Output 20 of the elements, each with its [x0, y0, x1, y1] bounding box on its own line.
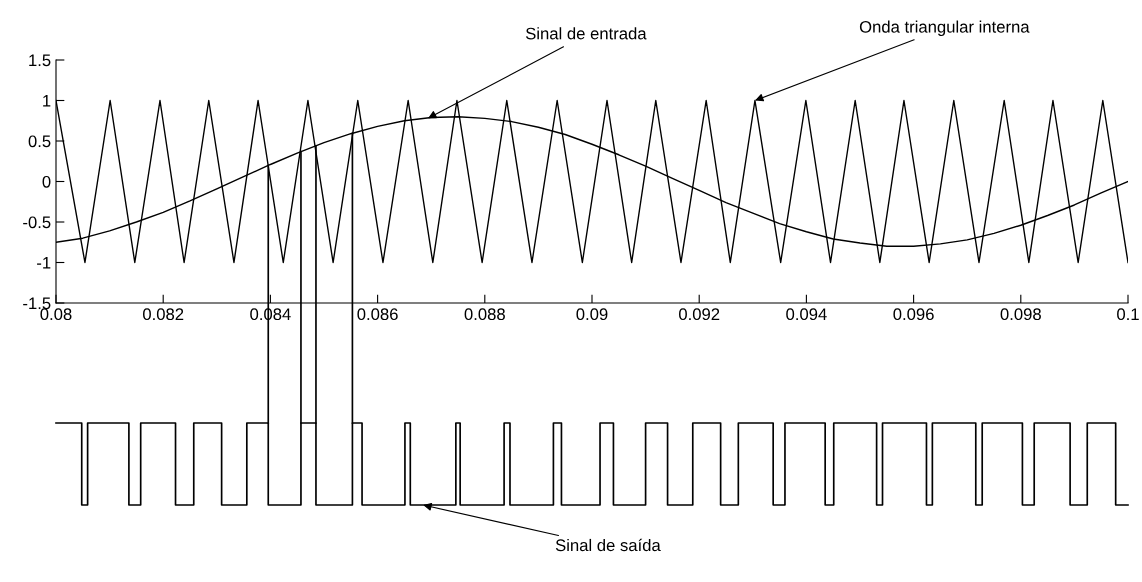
- y-tick-label: -0.5: [23, 216, 51, 229]
- x-tick-label: 0.08: [40, 308, 72, 321]
- y-tick-label: 1.5: [29, 54, 51, 67]
- x-tick-label: 0.094: [786, 308, 827, 321]
- x-tick-label: 0.086: [357, 308, 398, 321]
- x-tick-label: 0.082: [143, 308, 184, 321]
- x-tick-label: 0.092: [679, 308, 720, 321]
- x-tick-label: 0.088: [464, 308, 505, 321]
- annotation: Sinal de saída: [555, 538, 661, 552]
- x-tick-label: 0.098: [1000, 308, 1041, 321]
- y-tick-label: -1.5: [23, 297, 51, 310]
- annotation: Onda triangular interna: [859, 20, 1030, 37]
- y-tick-label: -1: [37, 257, 51, 269]
- x-tick-label: 0.09: [576, 308, 608, 321]
- y-tick-label: 0.5: [28, 135, 51, 148]
- x-tick-label: 0.1: [1117, 308, 1139, 321]
- y-tick-label: 0: [42, 175, 51, 188]
- annotation: Sinal de entrada: [525, 27, 647, 40]
- y-tick-label: 1: [43, 95, 51, 107]
- x-tick-label: 0.096: [893, 308, 934, 321]
